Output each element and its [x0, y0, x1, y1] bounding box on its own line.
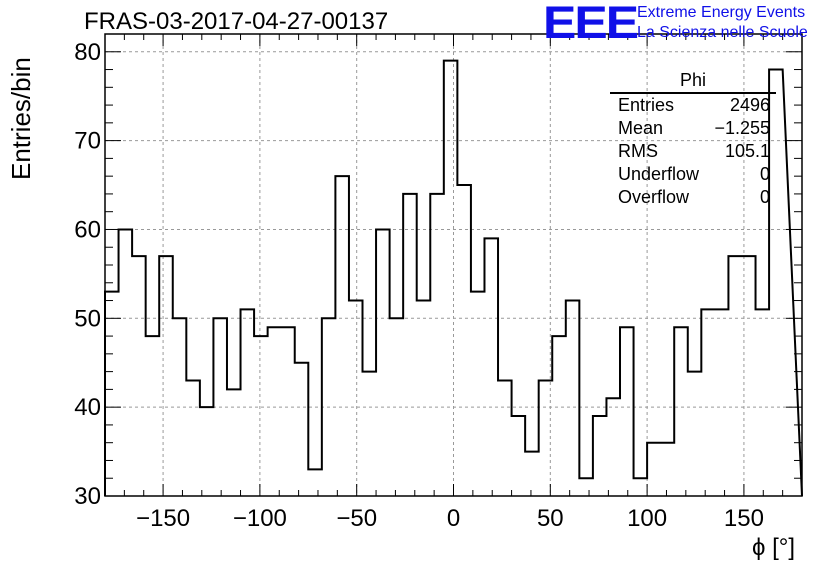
eee-logo: EEE [543, 0, 639, 48]
stats-value: 0 [759, 164, 770, 184]
histogram-bin [701, 309, 715, 496]
x-tick-label: −150 [136, 505, 190, 532]
stats-title: Phi [610, 70, 776, 94]
histogram-bin [430, 194, 444, 496]
y-axis-label: Entries/bin [6, 57, 36, 180]
histogram-bin [227, 389, 241, 496]
histogram-bin [146, 336, 160, 496]
x-tick-label: −100 [233, 505, 287, 532]
histogram-bin [756, 309, 770, 496]
logo-text-line2: La Scienza nelle Scuole [637, 24, 808, 41]
stats-row-mean: Mean −1.255 [612, 117, 776, 140]
x-tick-label: −50 [336, 505, 377, 532]
y-axis-ticks: 30 40 50 60 70 80 [74, 33, 802, 510]
stats-row-rms: RMS 105.1 [612, 140, 776, 163]
stats-value: 0 [759, 187, 770, 207]
histogram-bin [566, 301, 580, 496]
histogram-bin [254, 336, 268, 496]
histogram-bin [606, 398, 620, 496]
stats-label: Entries [618, 95, 675, 115]
stats-label: Underflow [618, 164, 700, 184]
chart-title: FRAS-03-2017-04-27-00137 [84, 8, 389, 35]
histogram-bin [119, 229, 133, 496]
stats-value: −1.255 [714, 118, 770, 138]
histogram-bin [105, 292, 119, 496]
histogram-bin [132, 256, 146, 496]
y-tick-label: 30 [74, 483, 101, 510]
y-tick-label: 80 [74, 39, 101, 66]
x-axis-ticks: −150 −100 −50 0 50 100 150 [123, 34, 803, 532]
histogram-bin [498, 381, 512, 497]
histogram-bin [268, 327, 282, 496]
histogram-bin [525, 452, 539, 496]
histogram-bin [241, 309, 255, 496]
histogram-bin [661, 443, 675, 496]
histogram-bin [728, 256, 742, 496]
x-tick-label: 150 [724, 505, 764, 532]
y-tick-label: 40 [74, 394, 101, 421]
histogram-bin [295, 363, 309, 496]
histogram-bin [308, 469, 322, 496]
histogram-bin [579, 478, 593, 496]
histogram-bin [417, 301, 431, 496]
histogram-bin [444, 61, 458, 496]
stats-value: 105.1 [724, 141, 770, 161]
stats-box: Phi Entries 2496 Mean −1.255 RMS 105.1 U… [610, 70, 776, 209]
histogram-bin [674, 327, 688, 496]
histogram-bin [552, 336, 566, 496]
histogram-bin [471, 292, 485, 496]
histogram-bin [593, 416, 607, 496]
histogram-bin [200, 407, 214, 496]
y-tick-label: 60 [74, 216, 101, 243]
y-tick-label: 70 [74, 128, 101, 155]
stats-row-underflow: Underflow 0 [612, 163, 776, 186]
stats-label: RMS [618, 141, 658, 161]
histogram-bin [484, 238, 498, 496]
stats-label: Mean [618, 118, 664, 138]
histogram-bin [512, 416, 526, 496]
x-tick-label: 100 [627, 505, 667, 532]
x-tick-label: 50 [537, 505, 564, 532]
histogram-bin [349, 301, 363, 496]
histogram-bin [159, 256, 173, 496]
stats-row-overflow: Overflow 0 [612, 186, 776, 209]
x-axis-label: ϕ [°] [752, 534, 796, 561]
histogram-bin [715, 309, 729, 496]
stats-value: 2496 [729, 95, 770, 115]
histogram-bin [688, 372, 702, 496]
histogram-step-line [104, 59, 803, 497]
logo-text-line1: Extreme Energy Events [637, 4, 806, 21]
histogram-bin [186, 381, 200, 497]
histogram-bin [335, 176, 349, 496]
histogram-bin [647, 443, 661, 496]
histogram-bin [376, 229, 390, 496]
histogram-bin [457, 185, 471, 496]
histogram-bin [634, 478, 648, 496]
histogram-bin [620, 327, 634, 496]
histogram-bin [281, 327, 295, 496]
histogram-bin [363, 372, 377, 496]
y-tick-label: 50 [74, 305, 101, 332]
stats-row-entries: Entries 2496 [612, 94, 776, 117]
x-tick-label: 0 [447, 505, 460, 532]
histogram-bin [403, 194, 417, 496]
stats-label: Overflow [618, 187, 690, 207]
